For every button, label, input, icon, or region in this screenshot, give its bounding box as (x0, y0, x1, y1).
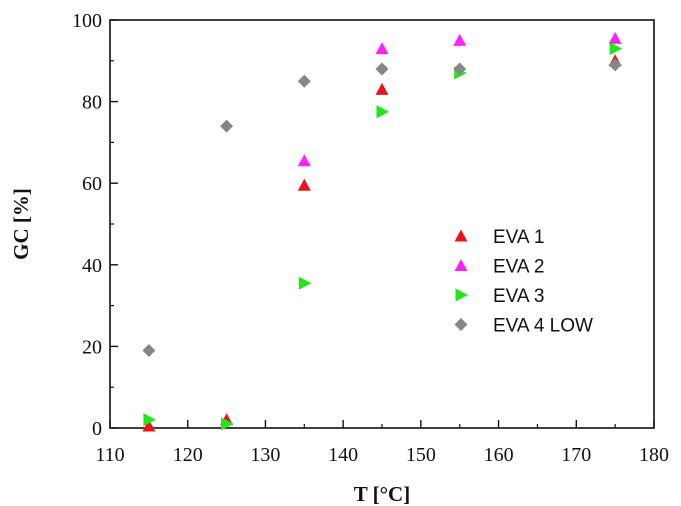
data-point-series-3 (221, 417, 234, 431)
x-tick-label: 160 (484, 444, 514, 466)
y-tick-label: 60 (82, 173, 102, 195)
data-point-series-4 (608, 58, 622, 72)
data-point-series-4 (375, 62, 389, 76)
data-point-series-3 (609, 42, 623, 56)
legend-label-4: EVA 4 LOW (493, 316, 593, 337)
data-point-series-2 (375, 42, 389, 55)
y-tick-label: 0 (92, 418, 102, 440)
data-point-series-2 (608, 31, 622, 44)
data-point-series-4 (142, 344, 156, 357)
x-axis: 110 120 130 140 150 160 170 180 (95, 420, 669, 466)
y-axis: 0 20 40 60 80 100 (72, 10, 118, 440)
data-point-series-3 (143, 413, 156, 427)
y-axis-title: GC [%] (9, 188, 33, 260)
x-tick-label: 110 (95, 444, 124, 466)
x-tick-label: 170 (561, 444, 591, 466)
legend-marker-4 (454, 318, 468, 331)
x-tick-label: 150 (406, 444, 436, 466)
data-point-series-1 (375, 82, 389, 95)
y-tick-label: 20 (82, 336, 102, 358)
data-points (142, 31, 623, 432)
x-tick-label: 120 (173, 444, 203, 466)
y-tick-label: 100 (72, 10, 102, 32)
data-point-series-1 (297, 178, 311, 191)
x-tick-label: 140 (328, 444, 358, 466)
x-tick-label: 180 (639, 444, 669, 466)
legend-marker-1 (454, 229, 468, 242)
legend-label-1: EVA 1 (493, 227, 544, 248)
legend-label-2: EVA 2 (493, 257, 544, 278)
legend-marker-3 (455, 288, 468, 302)
x-axis-title: T [°C] (354, 482, 410, 506)
data-point-series-2 (453, 33, 467, 46)
data-point-series-4 (297, 74, 311, 88)
data-point-series-4 (220, 119, 234, 133)
legend-marker-2 (454, 259, 468, 271)
y-tick-label: 40 (82, 255, 102, 277)
data-point-series-4 (453, 62, 467, 76)
y-tick-label: 80 (82, 92, 102, 114)
data-point-series-3 (376, 105, 389, 119)
legend-label-3: EVA 3 (493, 286, 544, 307)
plot-frame (109, 19, 655, 429)
legend: EVA 1 EVA 2 EVA 3 EVA 4 LOW (454, 227, 593, 337)
x-tick-label: 130 (250, 444, 280, 466)
data-point-series-3 (298, 276, 312, 290)
data-point-series-2 (297, 154, 311, 167)
data-point-series-1 (142, 419, 156, 432)
